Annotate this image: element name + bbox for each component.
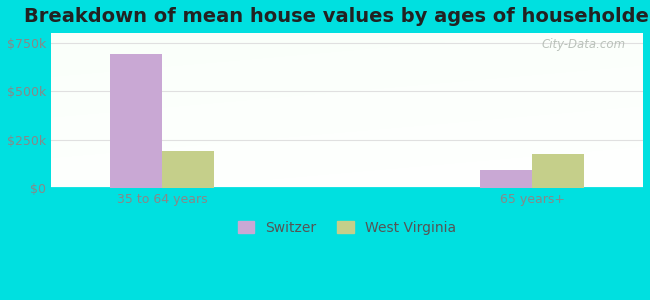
Bar bbox=[162, 151, 214, 188]
Legend: Switzer, West Virginia: Switzer, West Virginia bbox=[232, 215, 462, 240]
Text: City-Data.com: City-Data.com bbox=[541, 38, 625, 51]
Bar bbox=[532, 154, 584, 188]
Bar bbox=[111, 54, 162, 188]
Bar bbox=[480, 170, 532, 188]
Title: Breakdown of mean house values by ages of householders: Breakdown of mean house values by ages o… bbox=[24, 7, 650, 26]
